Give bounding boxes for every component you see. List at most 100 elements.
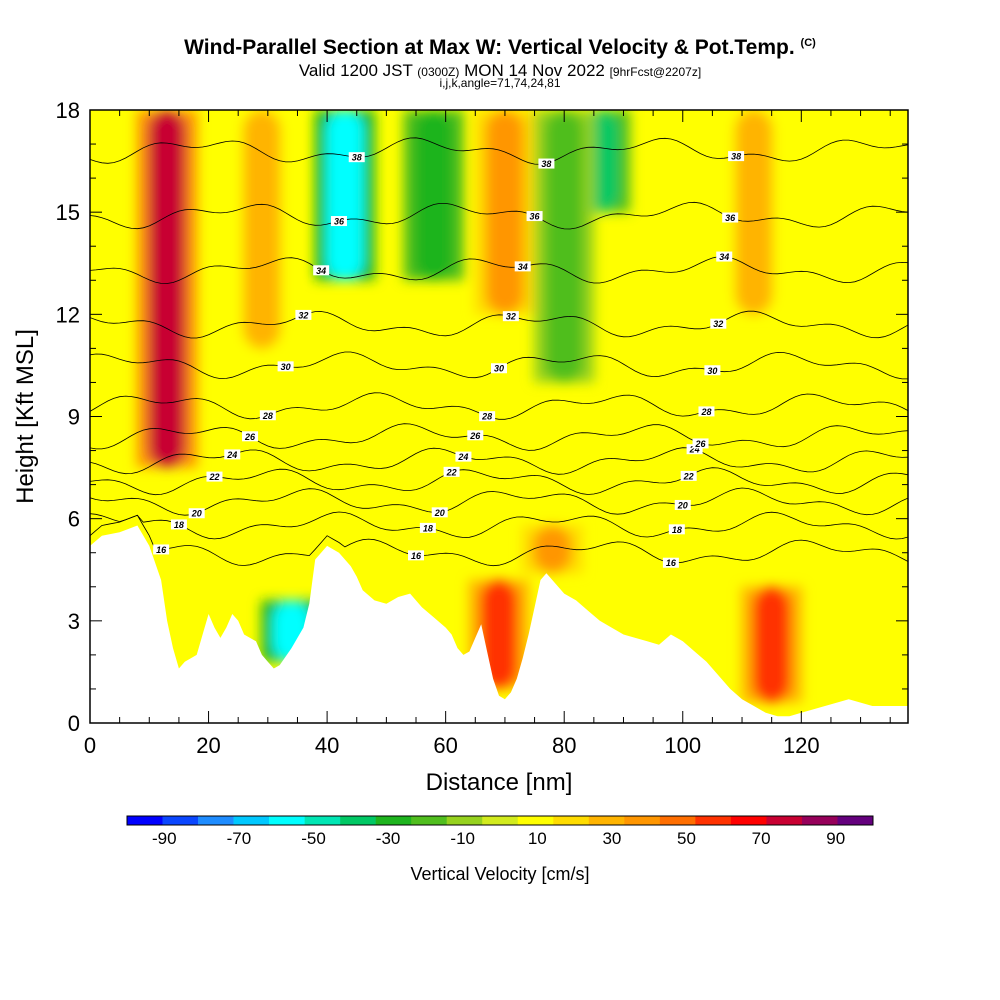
contour-label: 24 bbox=[455, 451, 472, 462]
contour-label: 18 bbox=[668, 524, 685, 535]
svg-text:16: 16 bbox=[411, 551, 422, 561]
svg-text:18: 18 bbox=[672, 525, 682, 535]
colorbar-swatch bbox=[127, 816, 163, 825]
contour-label: 22 bbox=[443, 466, 460, 477]
svg-text:36: 36 bbox=[725, 213, 736, 223]
velocity-cell bbox=[545, 110, 584, 383]
svg-text:22: 22 bbox=[683, 471, 694, 481]
velocity-cell bbox=[734, 110, 773, 315]
colorbar-tick-label: 90 bbox=[826, 829, 845, 848]
contour-label: 26 bbox=[467, 430, 484, 441]
contour-label: 26 bbox=[242, 431, 259, 442]
colorbar-swatch bbox=[233, 816, 270, 825]
contour-label: 34 bbox=[514, 261, 531, 272]
colorbar-tick-label: -70 bbox=[227, 829, 252, 848]
contour-label: 32 bbox=[710, 318, 727, 329]
y-tick-label: 6 bbox=[68, 507, 80, 532]
colorbar-swatch bbox=[269, 816, 305, 825]
svg-text:34: 34 bbox=[316, 266, 326, 276]
theta-contour bbox=[90, 423, 908, 451]
contour-label: 38 bbox=[538, 158, 555, 169]
contour-label: 32 bbox=[502, 311, 519, 322]
colorbar-swatch bbox=[837, 816, 874, 825]
contour-label: 18 bbox=[170, 519, 187, 530]
svg-text:28: 28 bbox=[700, 407, 711, 417]
contour-label: 20 bbox=[431, 507, 448, 518]
contour-label: 36 bbox=[330, 216, 347, 227]
theta-contour bbox=[90, 487, 908, 516]
svg-text:24: 24 bbox=[689, 445, 700, 455]
copyright-mark: (C) bbox=[800, 37, 816, 49]
svg-text:32: 32 bbox=[506, 312, 516, 322]
velocity-cell bbox=[148, 110, 187, 468]
theta-contour bbox=[90, 256, 908, 284]
colorbar-swatch bbox=[482, 816, 519, 825]
svg-text:38: 38 bbox=[352, 153, 362, 163]
x-tick-label: 80 bbox=[552, 733, 576, 758]
svg-text:28: 28 bbox=[481, 412, 492, 422]
contour-label: 32 bbox=[295, 309, 312, 320]
svg-text:32: 32 bbox=[713, 319, 723, 329]
colorbar-swatch bbox=[588, 816, 625, 825]
svg-text:22: 22 bbox=[208, 472, 219, 482]
colorbar-swatch bbox=[340, 816, 376, 825]
contour-label: 34 bbox=[716, 251, 733, 262]
contour-label: 16 bbox=[153, 544, 170, 555]
colorbar-tick-label: -30 bbox=[376, 829, 401, 848]
svg-text:36: 36 bbox=[530, 212, 541, 222]
svg-text:18: 18 bbox=[423, 523, 433, 533]
contour-label: 36 bbox=[722, 212, 739, 223]
contour-label: 26 bbox=[692, 438, 709, 449]
y-tick-label: 12 bbox=[56, 302, 80, 327]
colorbar-swatch bbox=[375, 816, 412, 825]
colorbar-swatch bbox=[162, 816, 199, 825]
svg-text:38: 38 bbox=[731, 152, 741, 162]
svg-text:26: 26 bbox=[469, 431, 481, 441]
x-tick-label: 20 bbox=[196, 733, 220, 758]
colorbar-swatch bbox=[411, 816, 448, 825]
contour-label: 30 bbox=[491, 363, 507, 374]
colorbar-swatch bbox=[801, 816, 838, 825]
contour-label: 22 bbox=[206, 471, 223, 482]
svg-text:28: 28 bbox=[262, 411, 273, 421]
chart-title: Wind-Parallel Section at Max W: Vertical… bbox=[184, 36, 816, 59]
colorbar-tick-label: -90 bbox=[152, 829, 177, 848]
contour-label: 36 bbox=[526, 211, 543, 222]
svg-text:20: 20 bbox=[677, 500, 688, 510]
x-tick-label: 120 bbox=[783, 733, 820, 758]
velocity-cell bbox=[242, 110, 281, 349]
contour-label: 24 bbox=[686, 444, 703, 455]
colorbar-swatch bbox=[766, 816, 803, 825]
contour-label: 16 bbox=[408, 550, 425, 561]
x-tick-label: 60 bbox=[433, 733, 457, 758]
colorbar-title: Vertical Velocity [cm/s] bbox=[410, 864, 589, 884]
svg-text:26: 26 bbox=[695, 439, 707, 449]
svg-text:22: 22 bbox=[446, 467, 457, 477]
svg-text:24: 24 bbox=[457, 452, 468, 462]
svg-text:16: 16 bbox=[666, 558, 677, 568]
theta-contour bbox=[90, 392, 908, 420]
y-tick-label: 15 bbox=[56, 200, 80, 225]
theta-contour bbox=[90, 467, 908, 496]
colorbar-swatch bbox=[624, 816, 661, 825]
svg-text:32: 32 bbox=[298, 310, 308, 320]
y-tick-label: 9 bbox=[68, 405, 80, 430]
velocity-cell bbox=[752, 586, 791, 703]
y-tick-label: 0 bbox=[68, 711, 80, 736]
colorbar-swatch bbox=[304, 816, 341, 825]
x-tick-label: 0 bbox=[84, 733, 96, 758]
svg-text:30: 30 bbox=[707, 366, 717, 376]
contour-label: 38 bbox=[348, 152, 365, 163]
contour-label: 30 bbox=[704, 365, 721, 376]
colorbar-tick-label: 70 bbox=[752, 829, 771, 848]
svg-text:34: 34 bbox=[518, 262, 528, 272]
svg-text:18: 18 bbox=[174, 520, 184, 530]
contour-label: 20 bbox=[188, 508, 205, 519]
colorbar-tick-label: 30 bbox=[602, 829, 621, 848]
contour-label: 38 bbox=[728, 151, 745, 162]
y-tick-label: 18 bbox=[56, 98, 80, 123]
contour-label: 18 bbox=[419, 522, 436, 533]
velocity-cell bbox=[480, 579, 518, 689]
svg-text:20: 20 bbox=[191, 509, 202, 519]
